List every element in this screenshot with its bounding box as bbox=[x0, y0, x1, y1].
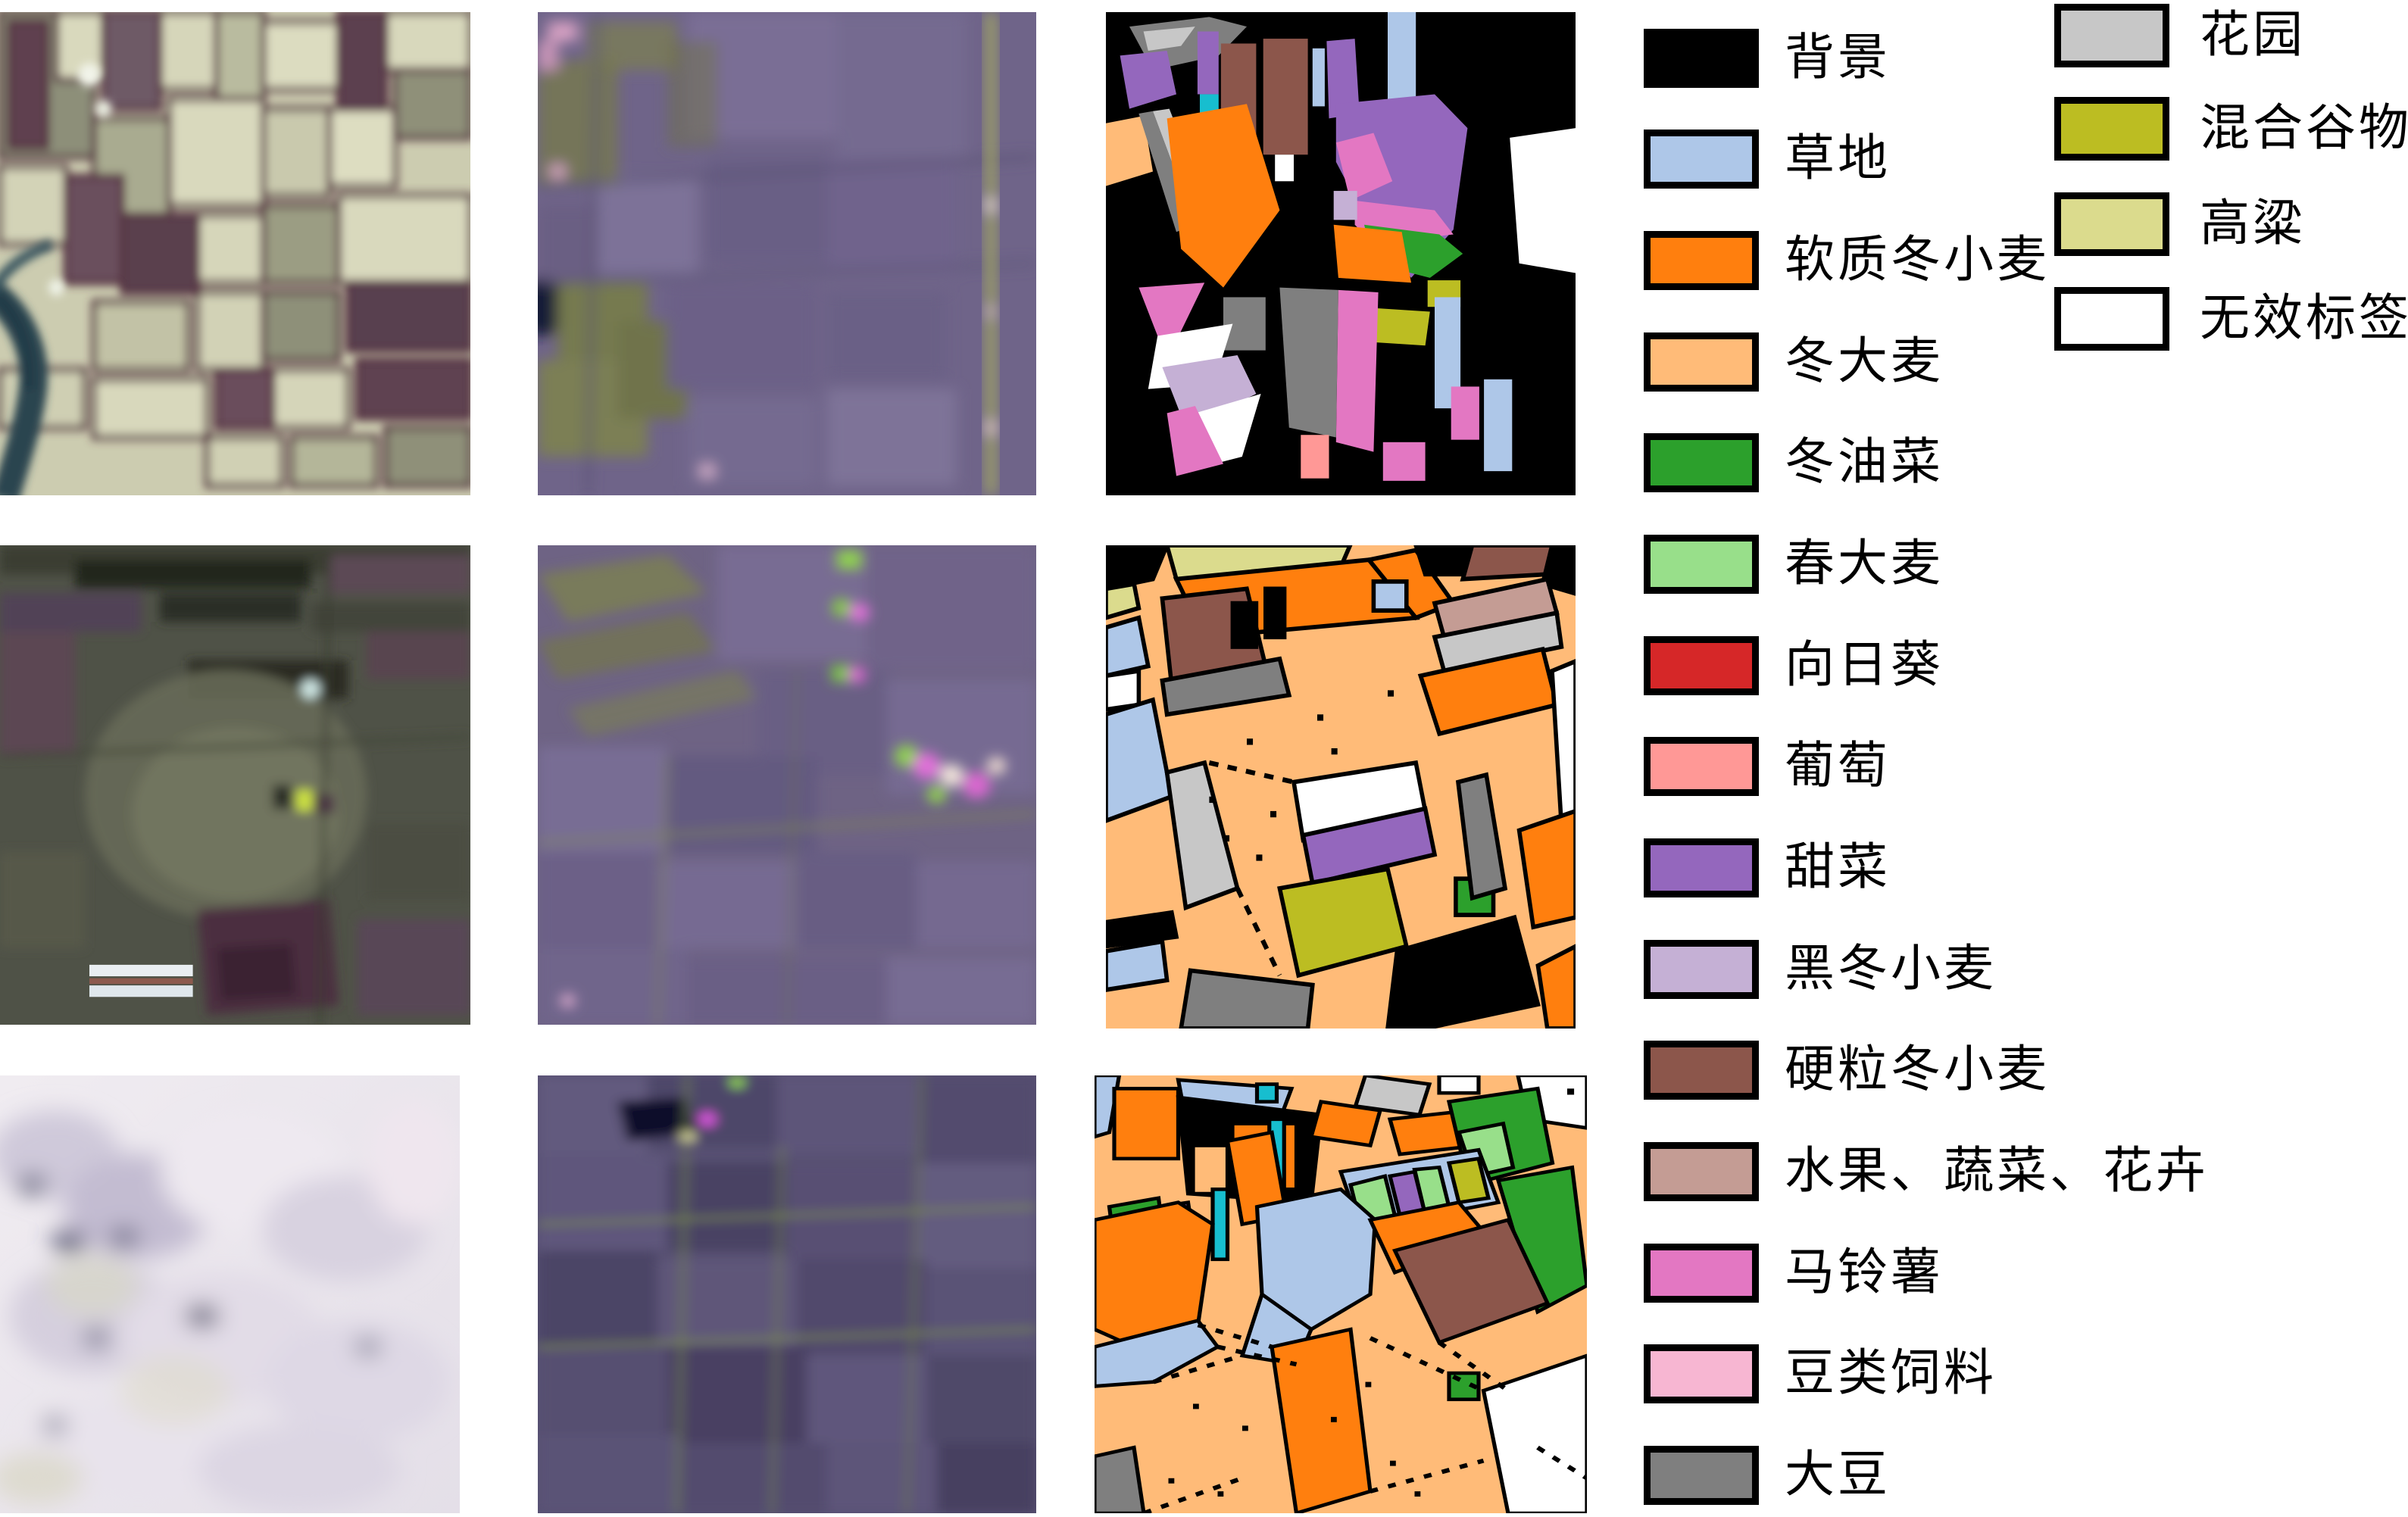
legend-item-potatoes: 马铃薯 bbox=[1644, 1231, 1944, 1315]
legend-swatch-sorghum bbox=[2054, 192, 2169, 256]
legend-item-winter-triticale: 黑冬小麦 bbox=[1644, 928, 1997, 1011]
legend-item-winter-barley: 冬大麦 bbox=[1644, 320, 1944, 404]
legend-label-grapevine: 葡萄 bbox=[1785, 738, 1891, 794]
legend-item-grapevine: 葡萄 bbox=[1644, 725, 1891, 808]
legend-label-beet: 甜菜 bbox=[1785, 840, 1891, 895]
legend-item-soft-winter-wheat: 软质冬小麦 bbox=[1644, 219, 2050, 302]
legend-label-soft-winter-wheat: 软质冬小麦 bbox=[1785, 233, 2050, 288]
legend-swatch-meadow bbox=[1644, 130, 1759, 189]
legend-swatch-background bbox=[1644, 29, 1759, 88]
legend-swatch-winter-durum-wheat bbox=[1644, 1041, 1759, 1100]
legend-item-fruits-vegetables-flowers: 水果、蔬菜、花卉 bbox=[1644, 1130, 2209, 1213]
legend-label-winter-triticale: 黑冬小麦 bbox=[1785, 941, 1997, 997]
legend-label-void-label: 无效标签 bbox=[2200, 291, 2408, 346]
legend-label-sorghum: 高粱 bbox=[2200, 196, 2306, 251]
legend-label-soybeans: 大豆 bbox=[1785, 1447, 1891, 1503]
legend-swatch-winter-rapeseed bbox=[1644, 433, 1759, 492]
sample1-truecolor-image bbox=[0, 12, 470, 495]
legend-item-leguminous-fodder: 豆类饲料 bbox=[1644, 1332, 1997, 1416]
legend-label-orchard: 花园 bbox=[2200, 8, 2306, 63]
legend-item-beet: 甜菜 bbox=[1644, 826, 1891, 910]
legend-label-sunflower: 向日葵 bbox=[1785, 638, 1944, 693]
legend-item-winter-durum-wheat: 硬粒冬小麦 bbox=[1644, 1029, 2050, 1112]
legend-swatch-spring-barley bbox=[1644, 535, 1759, 594]
legend-swatch-grapevine bbox=[1644, 737, 1759, 796]
legend-swatch-soft-winter-wheat bbox=[1644, 231, 1759, 290]
legend-label-fruits-vegetables-flowers: 水果、蔬菜、花卉 bbox=[1785, 1144, 2209, 1199]
sample2-falsecolor-image bbox=[538, 545, 1036, 1025]
legend-label-leguminous-fodder: 豆类饲料 bbox=[1785, 1346, 1997, 1401]
legend-swatch-leguminous-fodder bbox=[1644, 1344, 1759, 1403]
legend-item-sorghum: 高粱 bbox=[2054, 189, 2306, 259]
legend-swatch-void-label bbox=[2054, 287, 2169, 351]
legend-swatch-winter-barley bbox=[1644, 332, 1759, 392]
sample2-label-map bbox=[1106, 545, 1576, 1029]
legend-label-mixed-cereal: 混合谷物 bbox=[2200, 101, 2408, 156]
legend-swatch-potatoes bbox=[1644, 1244, 1759, 1303]
legend-label-meadow: 草地 bbox=[1785, 131, 1891, 186]
legend-label-background: 背景 bbox=[1785, 30, 1891, 86]
legend-swatch-beet bbox=[1644, 838, 1759, 897]
legend-swatch-fruits-vegetables-flowers bbox=[1644, 1142, 1759, 1201]
legend-item-winter-rapeseed: 冬油菜 bbox=[1644, 421, 1944, 504]
legend-swatch-winter-triticale bbox=[1644, 940, 1759, 999]
legend-label-winter-rapeseed: 冬油菜 bbox=[1785, 435, 1944, 490]
legend-item-void-label: 无效标签 bbox=[2054, 284, 2408, 354]
legend-label-potatoes: 马铃薯 bbox=[1785, 1245, 1944, 1300]
sample3-truecolor-image bbox=[0, 1075, 460, 1513]
legend-swatch-mixed-cereal bbox=[2054, 97, 2169, 161]
legend-item-soybeans: 大豆 bbox=[1644, 1434, 1891, 1517]
legend-item-mixed-cereal: 混合谷物 bbox=[2054, 94, 2408, 164]
legend-swatch-sunflower bbox=[1644, 636, 1759, 695]
sample2-truecolor-image bbox=[0, 545, 470, 1025]
legend-label-winter-barley: 冬大麦 bbox=[1785, 334, 1944, 389]
legend-item-spring-barley: 春大麦 bbox=[1644, 523, 1944, 606]
sample3-label-map bbox=[1095, 1075, 1587, 1513]
legend-item-background: 背景 bbox=[1644, 17, 1891, 100]
sample1-falsecolor-image bbox=[538, 12, 1036, 495]
sample3-falsecolor-image bbox=[538, 1075, 1036, 1513]
legend-swatch-orchard bbox=[2054, 4, 2169, 67]
legend-label-spring-barley: 春大麦 bbox=[1785, 536, 1944, 592]
legend-item-sunflower: 向日葵 bbox=[1644, 624, 1944, 707]
legend-swatch-soybeans bbox=[1644, 1446, 1759, 1505]
legend-label-winter-durum-wheat: 硬粒冬小麦 bbox=[1785, 1042, 2050, 1097]
sample1-label-map bbox=[1106, 12, 1576, 495]
legend-item-orchard: 花园 bbox=[2054, 1, 2306, 70]
legend-item-meadow: 草地 bbox=[1644, 117, 1891, 201]
